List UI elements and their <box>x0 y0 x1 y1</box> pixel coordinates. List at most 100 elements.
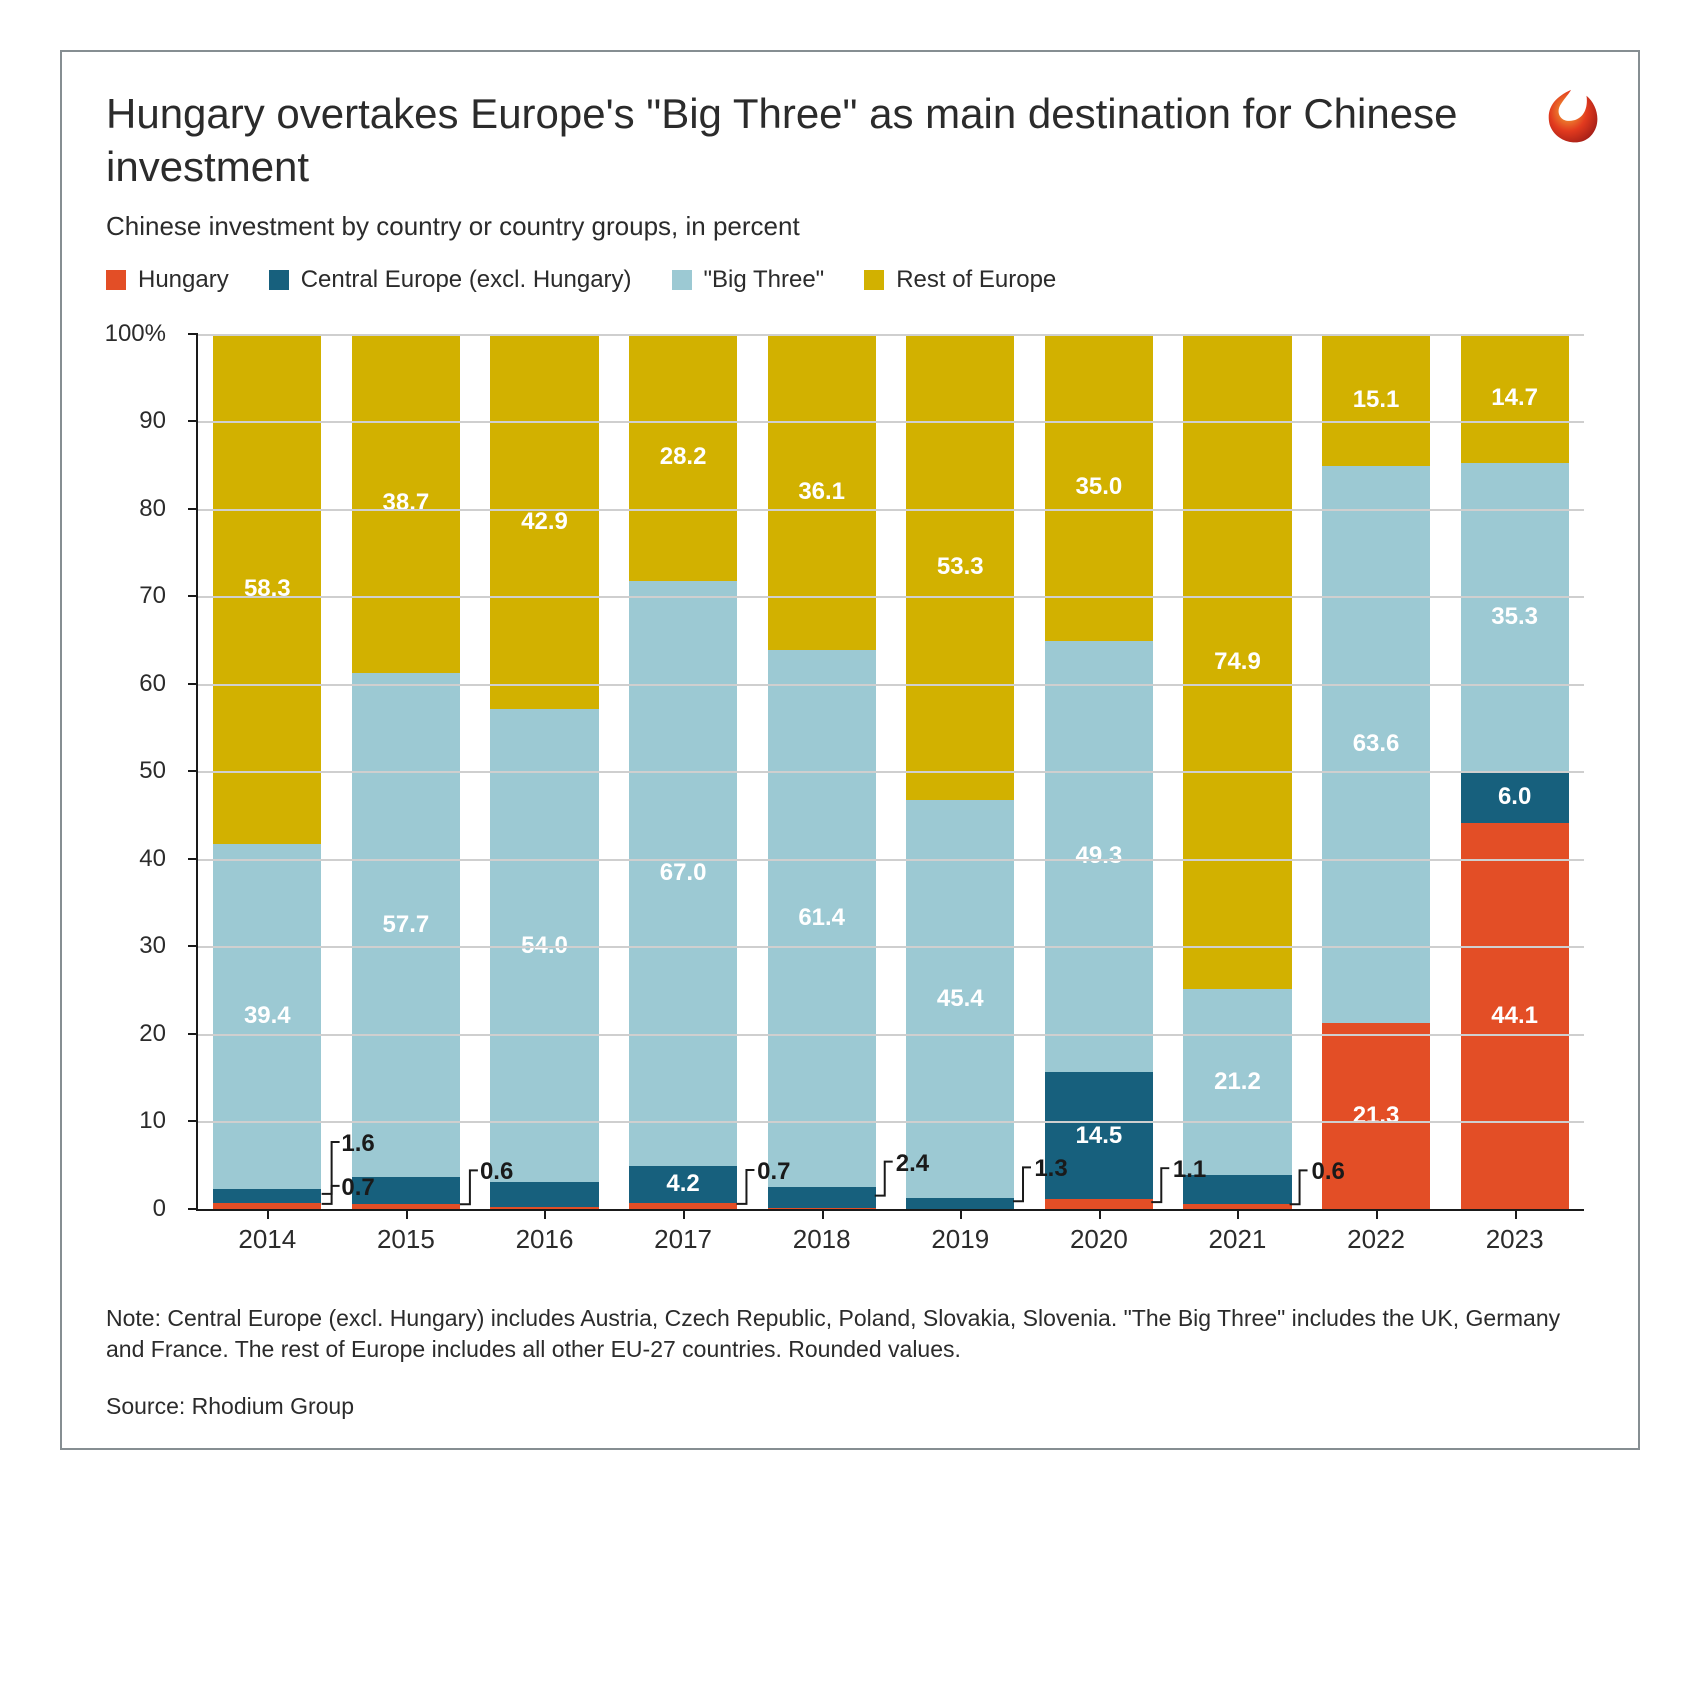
legend-swatch-big-three <box>672 270 692 290</box>
x-tick-label: 2023 <box>1445 1224 1584 1255</box>
segment-value-label: 15.1 <box>1353 386 1400 414</box>
y-tick-label: 60 <box>139 670 166 698</box>
segment-value-label: 61.4 <box>798 904 845 932</box>
gridline <box>198 771 1584 773</box>
segment-value-label: 6.0 <box>1498 783 1531 811</box>
chart-subtitle: Chinese investment by country or country… <box>106 211 1594 242</box>
bar-segment-restEurope: 35.0 <box>1045 334 1153 641</box>
chart-frame: Hungary overtakes Europe's "Big Three" a… <box>0 0 1700 1500</box>
x-tick-label: 2020 <box>1030 1224 1169 1255</box>
y-tick-label: 40 <box>139 845 166 873</box>
merics-logo-icon <box>1540 86 1602 148</box>
segment-value-label: 38.7 <box>383 489 430 517</box>
legend-label: Rest of Europe <box>896 266 1056 294</box>
x-tick-mark <box>1376 1209 1378 1219</box>
x-tick-mark <box>822 1209 824 1219</box>
segment-value-label: 67.0 <box>660 859 707 887</box>
segment-value-label: 42.9 <box>521 508 568 536</box>
plot-region: 39.458.3201457.738.7201554.042.920164.26… <box>196 334 1584 1211</box>
bar-segment-hungary: 44.1 <box>1461 823 1569 1208</box>
legend-item-rest-europe: Rest of Europe <box>864 266 1056 294</box>
bar-segment-centralEurope <box>906 1198 1014 1209</box>
bar-segment-restEurope: 38.7 <box>352 334 460 673</box>
x-tick-mark <box>267 1209 269 1219</box>
segment-value-label: 53.3 <box>937 553 984 581</box>
bar-segment-restEurope: 14.7 <box>1461 334 1569 462</box>
legend-label: Hungary <box>138 266 229 294</box>
bar-segment-centralEurope <box>768 1187 876 1208</box>
segment-value-label: 21.3 <box>1353 1102 1400 1130</box>
bar-segment-restEurope: 58.3 <box>213 334 321 844</box>
y-tick-label: 70 <box>139 582 166 610</box>
chart-panel: Hungary overtakes Europe's "Big Three" a… <box>60 50 1640 1450</box>
bar-segment-restEurope: 53.3 <box>906 334 1014 800</box>
bar-segment-restEurope: 36.1 <box>768 334 876 650</box>
x-tick-label: 2022 <box>1307 1224 1446 1255</box>
segment-value-label: 58.3 <box>244 575 291 603</box>
x-tick-label: 2018 <box>752 1224 891 1255</box>
gridline <box>198 421 1584 423</box>
legend-label: "Big Three" <box>704 266 825 294</box>
y-tick-label: 20 <box>139 1020 166 1048</box>
y-tick-label: 80 <box>139 495 166 523</box>
bar-segment-centralEurope: 14.5 <box>1045 1072 1153 1199</box>
segment-value-label: 35.3 <box>1491 603 1538 631</box>
segment-value-label: 39.4 <box>244 1002 291 1030</box>
x-tick-label: 2015 <box>337 1224 476 1255</box>
y-tick-label: 30 <box>139 932 166 960</box>
legend: Hungary Central Europe (excl. Hungary) "… <box>106 266 1594 294</box>
bar-segment-bigThree: 49.3 <box>1045 641 1153 1073</box>
bar-segment-restEurope: 74.9 <box>1183 334 1291 989</box>
bar-segment-restEurope: 28.2 <box>629 334 737 580</box>
gridline <box>198 596 1584 598</box>
legend-swatch-hungary <box>106 270 126 290</box>
bar-segment-bigThree: 21.2 <box>1183 989 1291 1174</box>
segment-value-label: 44.1 <box>1491 1002 1538 1030</box>
segment-value-label: 74.9 <box>1214 648 1261 676</box>
gridline <box>198 334 1584 336</box>
segment-value-label: 35.0 <box>1076 473 1123 501</box>
bar-segment-bigThree: 61.4 <box>768 650 876 1187</box>
bar-segment-restEurope: 42.9 <box>490 334 598 709</box>
y-tick-label: 90 <box>139 407 166 435</box>
chart-source: Source: Rhodium Group <box>106 1393 1594 1420</box>
x-tick-mark <box>544 1209 546 1219</box>
bar-segment-bigThree: 67.0 <box>629 581 737 1167</box>
gridline <box>198 946 1584 948</box>
chart-area: 39.458.3201457.738.7201554.042.920164.26… <box>106 324 1594 1281</box>
bar-segment-bigThree: 57.7 <box>352 673 460 1178</box>
bar-segment-centralEurope <box>490 1182 598 1207</box>
bar-segment-centralEurope <box>1183 1175 1291 1204</box>
y-tick-label: 100% <box>105 320 166 348</box>
bar-segment-centralEurope: 4.2 <box>629 1166 737 1203</box>
x-tick-mark <box>1237 1209 1239 1219</box>
legend-item-hungary: Hungary <box>106 266 229 294</box>
bar-segment-centralEurope <box>352 1177 460 1203</box>
bar-segment-bigThree: 63.6 <box>1322 466 1430 1022</box>
bar-segment-centralEurope <box>213 1189 321 1203</box>
y-tick-label: 10 <box>139 1107 166 1135</box>
segment-value-label: 63.6 <box>1353 730 1400 758</box>
gridline <box>198 1034 1584 1036</box>
legend-swatch-rest-europe <box>864 270 884 290</box>
x-tick-label: 2016 <box>475 1224 614 1255</box>
bar-segment-restEurope: 15.1 <box>1322 334 1430 466</box>
y-tick-label: 50 <box>139 757 166 785</box>
segment-value-label: 36.1 <box>798 478 845 506</box>
segment-value-label: 28.2 <box>660 443 707 471</box>
segment-value-label: 14.7 <box>1491 384 1538 412</box>
bar-segment-bigThree: 39.4 <box>213 844 321 1189</box>
legend-item-big-three: "Big Three" <box>672 266 825 294</box>
bar-segment-centralEurope: 6.0 <box>1461 771 1569 823</box>
legend-swatch-central-europe <box>269 270 289 290</box>
gridline <box>198 684 1584 686</box>
legend-item-central-europe: Central Europe (excl. Hungary) <box>269 266 632 294</box>
x-tick-mark <box>1099 1209 1101 1219</box>
segment-value-label: 4.2 <box>666 1170 699 1198</box>
x-tick-mark <box>683 1209 685 1219</box>
x-tick-mark <box>406 1209 408 1219</box>
gridline <box>198 859 1584 861</box>
bar-segment-hungary <box>1045 1199 1153 1209</box>
chart-note: Note: Central Europe (excl. Hungary) inc… <box>106 1303 1594 1365</box>
legend-label: Central Europe (excl. Hungary) <box>301 266 632 294</box>
